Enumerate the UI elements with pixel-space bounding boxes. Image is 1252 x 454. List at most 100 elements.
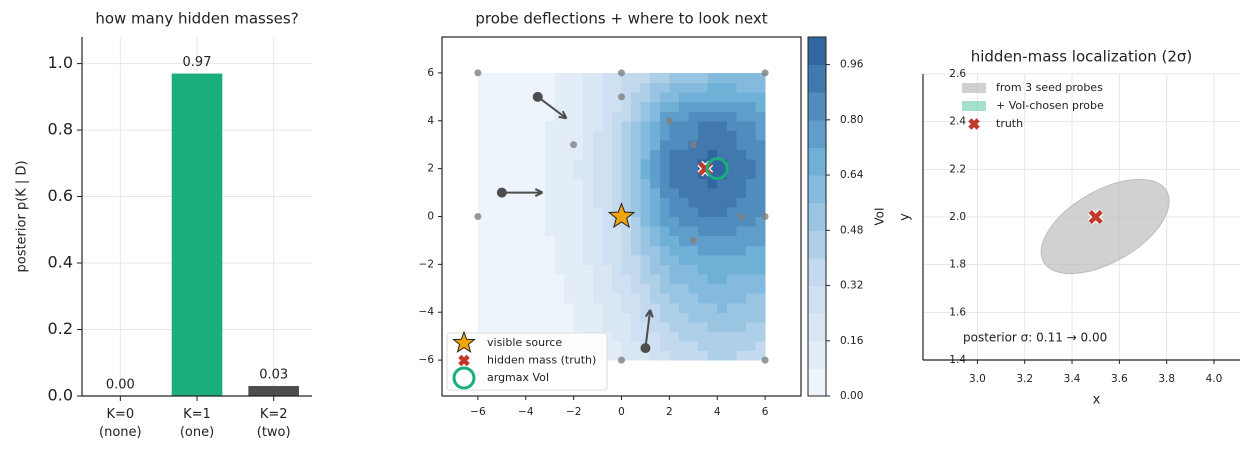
contour-cell	[688, 206, 699, 218]
contour-cell	[573, 149, 584, 160]
colorbar-tick-label: 0.00	[840, 390, 863, 402]
contour-cell	[640, 273, 651, 285]
contour-cell	[698, 130, 709, 141]
contour-cell	[698, 312, 709, 323]
contour-cell	[678, 206, 690, 218]
contour-cell	[544, 178, 556, 189]
arrow-head	[645, 309, 654, 318]
contour-cell	[726, 139, 737, 151]
contour-cell	[745, 82, 757, 93]
contour-cell	[583, 302, 594, 313]
contour-cell	[516, 149, 527, 160]
contour-cell	[564, 149, 575, 160]
contour-cell	[678, 72, 690, 84]
legend-box	[446, 332, 608, 391]
contour-cell	[497, 245, 508, 256]
contour-cell	[669, 206, 680, 218]
contour-cell	[554, 293, 565, 304]
contour-cell	[611, 72, 623, 84]
contour-cell	[602, 101, 613, 112]
contour-cell	[506, 216, 517, 227]
contour-cell	[631, 254, 642, 265]
contour-cell	[516, 283, 527, 294]
contour-cell	[745, 178, 757, 189]
contour-cell	[573, 235, 584, 246]
contour-cell	[573, 264, 584, 275]
contour-cell	[487, 206, 498, 218]
contour-cell	[506, 235, 517, 246]
contour-cell	[688, 130, 699, 141]
contour-cell	[602, 197, 613, 208]
x-tick-label: −2	[566, 406, 581, 418]
contour-cell	[535, 168, 546, 179]
contour-cell	[592, 197, 603, 208]
contour-cell	[621, 82, 632, 93]
contour-cell	[688, 111, 699, 122]
contour-cell	[506, 197, 517, 208]
contour-cell	[516, 197, 527, 208]
contour-cell	[736, 101, 747, 112]
contour-cell	[535, 72, 546, 84]
contour-cell	[497, 149, 508, 160]
probe-point	[761, 213, 769, 220]
contour-cell	[650, 283, 661, 294]
contour-cell	[583, 72, 594, 84]
contour-cell	[678, 197, 690, 208]
contour-cell	[669, 350, 680, 361]
contour-cell	[611, 92, 623, 103]
contour-cell	[745, 226, 757, 237]
contour-cell	[583, 139, 594, 151]
contour-cell	[631, 273, 642, 285]
contour-cell	[755, 159, 766, 170]
contour-cell	[564, 92, 575, 103]
x-tick-label: 3.4	[1064, 373, 1081, 385]
contour-cell	[688, 216, 699, 227]
contour-cell	[631, 321, 642, 332]
contour-cell	[688, 283, 699, 294]
colorbar-tick-label: 0.32	[840, 280, 863, 292]
contour-cell	[650, 139, 661, 151]
contour-cell	[554, 149, 565, 160]
contour-cell	[583, 206, 594, 218]
contour-cell	[736, 312, 747, 323]
contour-cell	[544, 235, 556, 246]
contour-cell	[717, 273, 728, 285]
contour-cell	[640, 302, 651, 313]
contour-cell	[669, 226, 680, 237]
contour-cell	[583, 254, 594, 265]
colorbar-band	[808, 175, 826, 204]
contour-cell	[678, 321, 690, 332]
contour-cell	[535, 216, 546, 227]
contour-cell	[650, 206, 661, 218]
contour-cell	[506, 159, 517, 170]
contour-cell	[688, 331, 699, 342]
contour-cell	[745, 206, 757, 218]
contour-cell	[745, 264, 757, 275]
contour-cell	[707, 293, 718, 304]
contour-cell	[573, 197, 584, 208]
contour-cell	[659, 72, 670, 84]
contour-cell	[592, 264, 603, 275]
contour-cell	[535, 235, 546, 246]
contour-cell	[611, 283, 623, 294]
contour-cell	[726, 293, 737, 304]
contour-cell	[631, 302, 642, 313]
contour-cell	[602, 82, 613, 93]
contour-cell	[717, 101, 728, 112]
contour-cell	[650, 312, 661, 323]
contour-cell	[602, 92, 613, 103]
contour-cell	[631, 187, 642, 198]
probe-point	[618, 93, 625, 101]
contour-cell	[669, 254, 680, 265]
contour-cell	[736, 149, 747, 160]
contour-cell	[621, 264, 632, 275]
contour-cell	[669, 92, 680, 103]
contour-cell	[516, 302, 527, 313]
contour-cell	[745, 101, 757, 112]
contour-cell	[487, 216, 498, 227]
contour-cell	[564, 168, 575, 179]
contour-cell	[745, 245, 757, 256]
contour-cell	[678, 139, 690, 151]
contour-cell	[621, 168, 632, 179]
contour-cell	[745, 340, 757, 352]
